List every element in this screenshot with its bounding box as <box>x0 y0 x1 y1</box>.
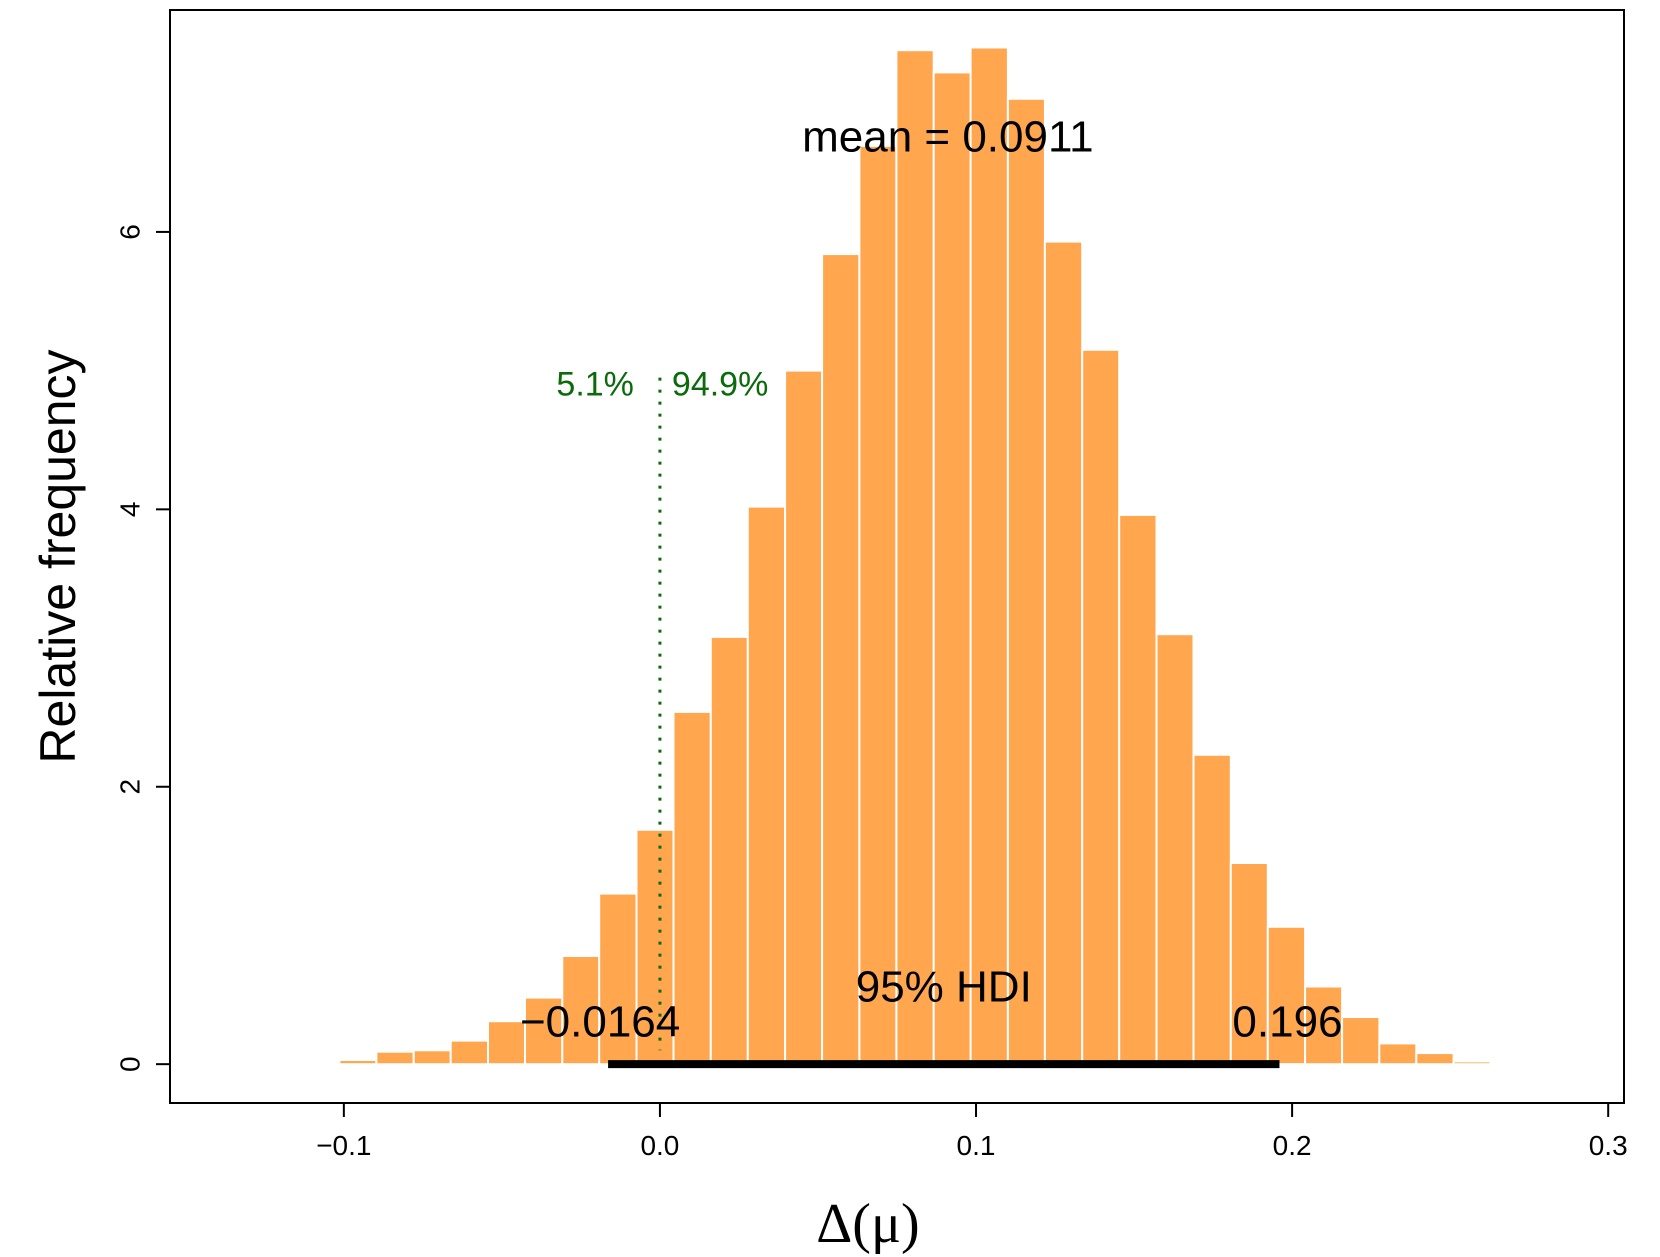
histogram-bar <box>487 1020 526 1066</box>
histogram-bars <box>264 46 1529 1066</box>
x-tick-label: 0.1 <box>957 1130 996 1161</box>
histogram-bar <box>969 46 1009 1066</box>
histogram-bar <box>412 1049 452 1066</box>
histogram-bar <box>1006 97 1046 1066</box>
y-axis-title: Relative frequency <box>30 349 86 763</box>
y-tick-label: 0 <box>115 1056 146 1072</box>
histogram-bar <box>1378 1042 1418 1066</box>
histogram-bar <box>1192 753 1232 1066</box>
x-tick-label: 0.0 <box>640 1130 679 1161</box>
x-axis: −0.1 0.0 0.1 0.2 0.3 <box>316 1102 1628 1161</box>
histogram-bar <box>375 1050 415 1066</box>
annotations: 5.1% 94.9% mean = 0.0911 95% HDI −0.0164… <box>520 112 1343 1069</box>
y-tick-label: 4 <box>115 502 146 518</box>
histogram-bar <box>1415 1052 1455 1066</box>
histogram-bar <box>449 1039 490 1066</box>
histogram-bar <box>821 253 861 1066</box>
y-axis: 0 2 4 6 <box>115 224 171 1072</box>
histogram-bar <box>932 71 972 1066</box>
histogram-bar <box>1489 1061 1529 1066</box>
histogram-bar <box>1118 513 1158 1066</box>
histogram-bar <box>858 144 898 1066</box>
histogram-bar <box>1266 925 1307 1066</box>
comparison-right-percent: 94.9% <box>672 366 768 404</box>
x-tick-label: −0.1 <box>316 1130 371 1161</box>
histogram-bar <box>1341 1016 1381 1066</box>
hdi-low-label: −0.0164 <box>520 997 680 1046</box>
histogram-bar <box>746 505 787 1066</box>
comparison-left-percent: 5.1% <box>556 366 634 404</box>
x-tick-label: 0.3 <box>1589 1130 1628 1161</box>
histogram-bar <box>1229 862 1269 1066</box>
histogram-bar <box>709 635 749 1066</box>
histogram-bar <box>561 955 601 1066</box>
histogram-bar <box>301 1061 341 1066</box>
histogram-bar <box>784 369 824 1066</box>
mean-label: mean = 0.0911 <box>802 112 1094 161</box>
hdi-label: 95% HDI <box>856 963 1032 1012</box>
y-tick-label: 2 <box>115 779 146 795</box>
histogram-bar <box>895 49 935 1066</box>
x-tick-label: 0.2 <box>1273 1130 1312 1161</box>
histogram-bar <box>338 1059 378 1066</box>
histogram-bar <box>1043 240 1084 1066</box>
x-axis-title: Δ(μ) <box>816 1193 919 1255</box>
histogram-bar <box>1452 1060 1492 1066</box>
hdi-high-label: 0.196 <box>1232 997 1342 1046</box>
histogram-bar <box>1081 348 1121 1066</box>
histogram-bar <box>264 1061 304 1066</box>
y-tick-label: 6 <box>115 224 146 240</box>
histogram-bar <box>1155 633 1195 1066</box>
